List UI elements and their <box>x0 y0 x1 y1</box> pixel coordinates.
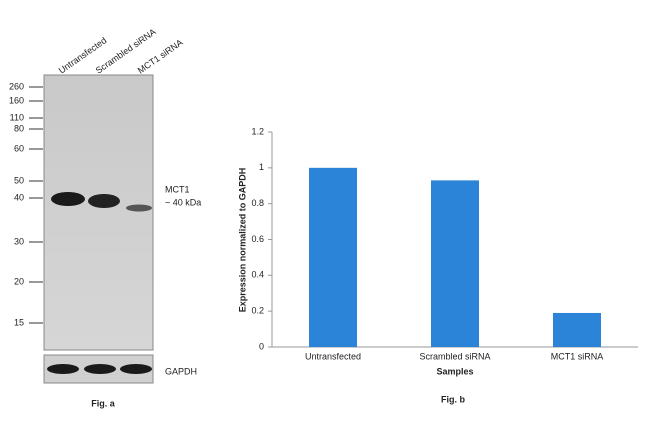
y-tick-label: 0.2 <box>251 306 264 316</box>
caption: Fig. b <box>441 394 465 404</box>
bar <box>431 180 479 347</box>
marker-label: 50 <box>14 175 24 185</box>
marker-label: 30 <box>14 236 24 246</box>
bar <box>309 167 357 347</box>
y-tick-label: 0.8 <box>251 198 264 208</box>
marker-label: 260 <box>9 81 24 91</box>
y-tick-label: 1 <box>259 162 264 172</box>
band <box>88 194 120 208</box>
marker-label: 15 <box>14 317 24 327</box>
band <box>120 364 152 374</box>
caption: Fig. a <box>91 398 115 408</box>
marker-label: 40 <box>14 192 24 202</box>
x-tick-label: Untransfected <box>305 351 361 361</box>
y-tick-label: 0 <box>259 341 264 351</box>
y-tick-label: 0.4 <box>251 270 264 280</box>
y-tick-label: 0.6 <box>251 234 264 244</box>
band <box>126 204 152 212</box>
x-tick-label: Scrambled siRNA <box>419 351 490 361</box>
marker-label: 160 <box>9 95 24 105</box>
marker-label: 20 <box>14 276 24 286</box>
band <box>51 192 85 206</box>
band-label: MCT1 <box>165 184 190 194</box>
x-tick-label: MCT1 siRNA <box>551 351 604 361</box>
marker-label: 60 <box>14 143 24 153</box>
marker-label: 110 <box>10 112 24 122</box>
x-axis-label: Samples <box>436 366 473 376</box>
blot-panel <box>43 74 154 351</box>
y-axis-label: Expression normalized to GAPDH <box>237 168 247 313</box>
y-tick-label: 1.2 <box>251 126 264 136</box>
marker-label: 80 <box>14 123 24 133</box>
band <box>84 364 116 374</box>
bar <box>553 312 601 347</box>
loading-label: GAPDH <box>165 366 197 376</box>
band-size: ~ 40 kDa <box>165 197 201 207</box>
band <box>47 364 79 374</box>
